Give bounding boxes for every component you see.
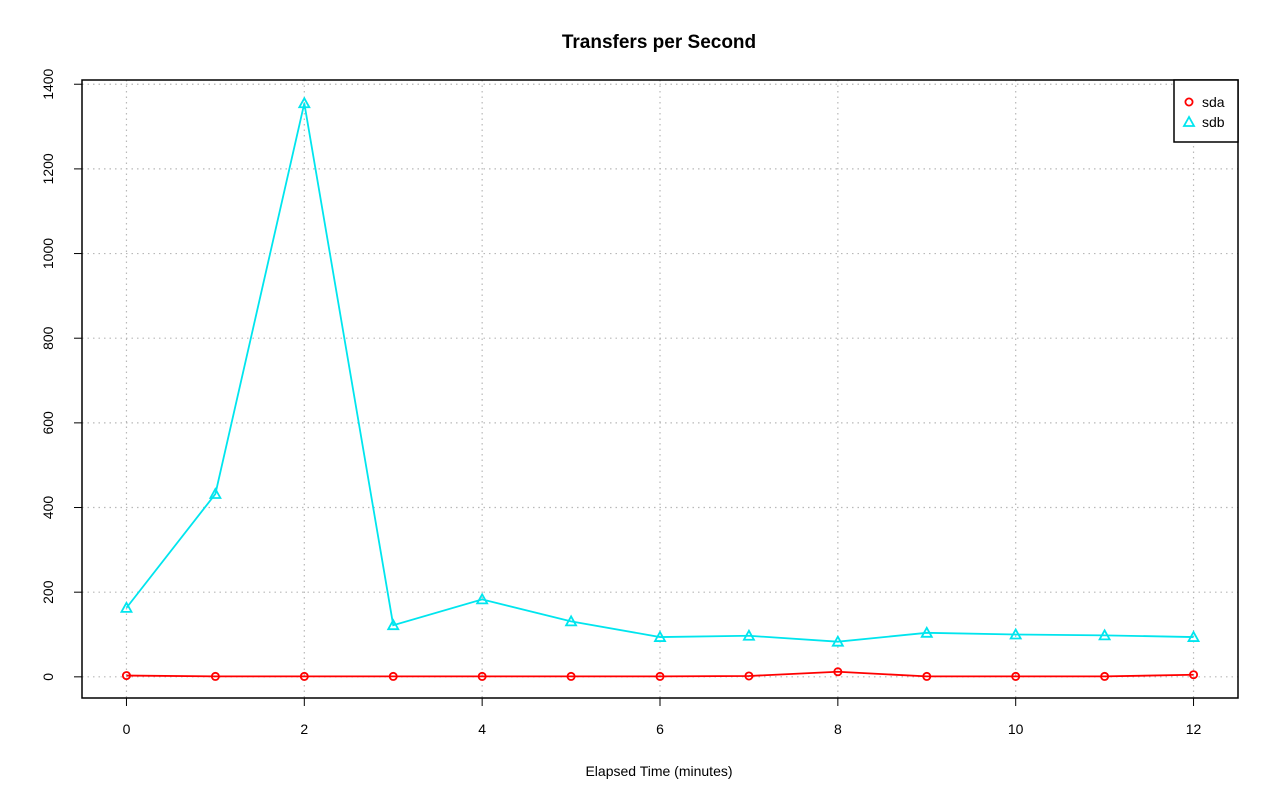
grid xyxy=(82,80,1238,698)
y-tick-label: 1000 xyxy=(40,238,56,269)
series-sdb xyxy=(119,96,1201,647)
x-axis-label: Elapsed Time (minutes) xyxy=(585,763,732,779)
data-point-sdb xyxy=(208,487,222,499)
data-point-sdb xyxy=(831,634,845,647)
y-tick-label: 0 xyxy=(40,673,56,681)
data-point-sda xyxy=(210,671,220,681)
data-point-sda xyxy=(566,671,576,681)
x-axis: 0 2 4 6 8 10 12 xyxy=(123,697,1202,737)
data-point-sdb xyxy=(920,625,934,638)
y-tick-label: 1400 xyxy=(40,68,56,99)
data-point-sda xyxy=(922,671,932,681)
data-point-sdb xyxy=(1187,630,1201,642)
chart-title: Transfers per Second xyxy=(562,32,756,53)
x-tick-label: 12 xyxy=(1186,721,1202,737)
legend-marker-sdb xyxy=(1182,115,1196,127)
legend-label-sda: sda xyxy=(1202,94,1225,110)
data-point-sda xyxy=(388,671,398,681)
data-point-sdb xyxy=(653,630,667,642)
data-point-sda xyxy=(299,671,309,681)
series-sda xyxy=(121,667,1199,681)
y-axis: 0 200 400 600 800 1000 1200 1400 xyxy=(40,68,83,681)
data-point-sda xyxy=(744,671,754,681)
data-point-sdb xyxy=(1098,628,1112,641)
x-tick-label: 2 xyxy=(300,721,308,737)
data-point-sdb xyxy=(742,628,756,641)
x-tick-label: 6 xyxy=(656,721,664,737)
data-point-sdb xyxy=(1009,627,1023,640)
y-tick-label: 200 xyxy=(40,580,56,604)
data-point-sdb xyxy=(475,592,489,605)
series-line-sdb xyxy=(125,103,1194,643)
data-point-sda xyxy=(1189,670,1199,680)
series-layer xyxy=(119,96,1201,681)
x-tick-label: 0 xyxy=(123,721,131,737)
data-point-sdb xyxy=(386,618,400,631)
data-point-sdb xyxy=(297,96,311,109)
legend-label-sdb: sdb xyxy=(1202,114,1225,130)
data-point-sda xyxy=(121,671,131,681)
data-point-sda xyxy=(1011,671,1021,681)
data-point-sdb xyxy=(564,614,578,627)
data-point-sda xyxy=(477,671,487,681)
x-tick-label: 8 xyxy=(834,721,842,737)
legend-marker-sda xyxy=(1184,97,1194,107)
x-tick-label: 4 xyxy=(478,721,486,737)
y-tick-label: 1200 xyxy=(40,153,56,184)
y-tick-label: 600 xyxy=(40,411,56,435)
data-point-sda xyxy=(833,667,843,677)
data-point-sda xyxy=(655,671,665,681)
legend-box xyxy=(1173,79,1239,143)
data-point-sdb xyxy=(119,600,133,613)
y-tick-label: 800 xyxy=(40,326,56,350)
data-point-sda xyxy=(1100,671,1110,681)
x-tick-label: 10 xyxy=(1008,721,1024,737)
series-line-sda xyxy=(126,670,1194,678)
y-tick-label: 400 xyxy=(40,496,56,520)
legend: sda sdb xyxy=(1173,79,1239,143)
